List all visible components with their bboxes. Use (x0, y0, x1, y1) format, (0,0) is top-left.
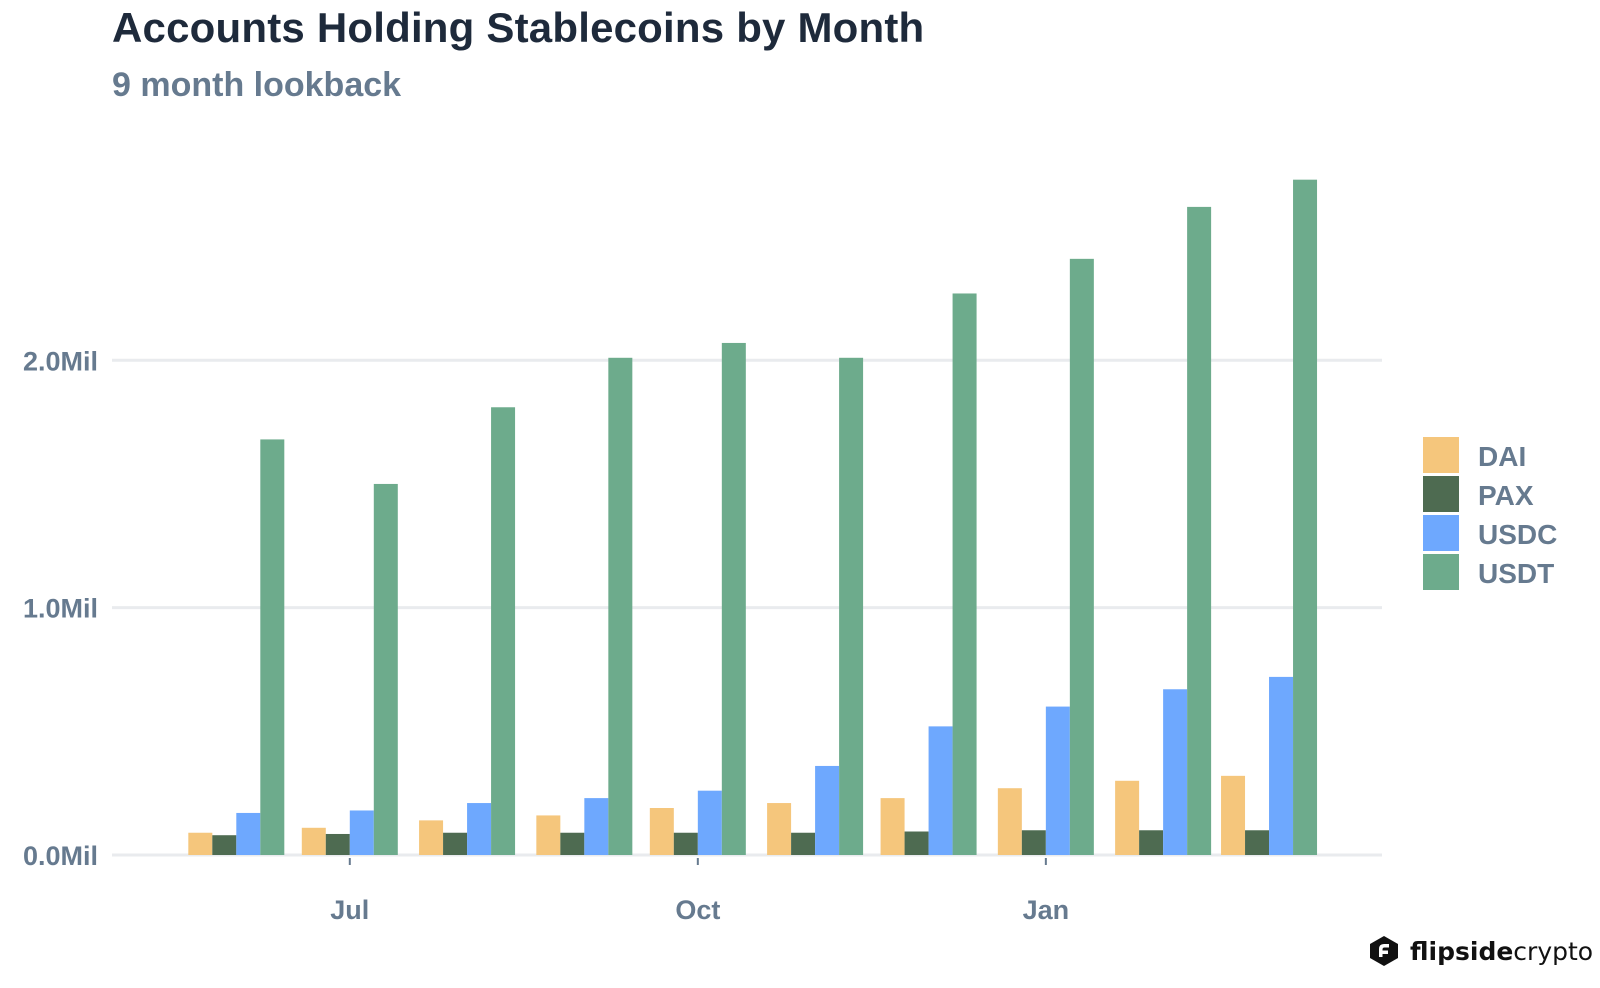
y-tick-label: 0.0Mil (23, 841, 98, 871)
legend-swatch-pax (1423, 476, 1459, 512)
bar-usdt (1293, 179, 1318, 855)
flipside-logo-icon (1370, 936, 1398, 966)
bar-usdt (839, 357, 864, 855)
bar-usdt (373, 483, 398, 855)
legend-label-usdt: USDT (1478, 558, 1554, 589)
legend: DAI PAX USDC USDT (1423, 437, 1557, 590)
legend-swatch-dai (1423, 437, 1459, 473)
bar-usdt (491, 407, 516, 855)
bar-usdt (1069, 258, 1094, 855)
bar-usdt (721, 342, 746, 855)
legend-label-dai: DAI (1478, 441, 1526, 472)
bar-usdc (928, 726, 953, 855)
bar-usdt (952, 293, 977, 855)
bar-usdc (584, 798, 609, 855)
bar-usdc (1045, 706, 1070, 855)
y-tick-label: 2.0Mil (23, 346, 98, 376)
bar-usdt (260, 439, 285, 855)
x-axis: Jul Oct Jan (330, 858, 1069, 925)
bar-pax (791, 832, 816, 855)
bar-pax (443, 832, 468, 855)
bar-usdc (815, 765, 840, 855)
bar-usdc (1163, 689, 1188, 855)
bar-dai (188, 832, 213, 855)
bar-dai (301, 827, 326, 855)
y-tick-label: 1.0Mil (23, 594, 98, 624)
legend-swatch-usdc (1423, 515, 1459, 551)
bar-pax (1245, 830, 1270, 855)
bar-dai (1115, 780, 1140, 855)
bars (188, 179, 1318, 856)
brand-logo: flipsidecrypto (1368, 935, 1593, 967)
bar-pax (1139, 830, 1164, 855)
bar-pax (1021, 830, 1046, 855)
bar-usdt (1187, 206, 1212, 856)
brand-wordmark-part2: crypto (1513, 936, 1594, 966)
bar-usdc (697, 790, 722, 855)
bar-dai (536, 815, 561, 855)
bar-usdc (1269, 676, 1294, 855)
bar-dai (767, 803, 792, 855)
bar-dai (419, 820, 444, 855)
bar-dai (1221, 775, 1246, 855)
bar-usdc (467, 803, 492, 855)
brand-wordmark: flipsidecrypto (1410, 937, 1593, 966)
x-tick-label: Jan (1023, 895, 1070, 925)
x-tick-label: Jul (330, 895, 369, 925)
legend-label-pax: PAX (1478, 480, 1534, 511)
chart-title: Accounts Holding Stablecoins by Month (112, 4, 925, 51)
legend-swatch-usdt (1423, 554, 1459, 590)
x-tick-label: Oct (675, 895, 720, 925)
bar-usdt (608, 357, 633, 855)
chart-subtitle: 9 month lookback (112, 66, 402, 104)
bar-pax (904, 831, 929, 855)
brand-wordmark-part1: flipside (1410, 936, 1514, 966)
bar-dai (649, 808, 674, 855)
legend-label-usdc: USDC (1478, 519, 1557, 550)
bar-pax (673, 832, 698, 855)
bar-pax (560, 832, 585, 855)
bar-usdc (236, 812, 261, 855)
y-axis-tick-labels: 0.0Mil 1.0Mil 2.0Mil (23, 346, 98, 871)
bar-dai (997, 788, 1022, 855)
bar-dai (880, 798, 905, 855)
bar-pax (212, 835, 237, 855)
bar-usdc (349, 810, 374, 855)
bar-pax (325, 833, 350, 855)
